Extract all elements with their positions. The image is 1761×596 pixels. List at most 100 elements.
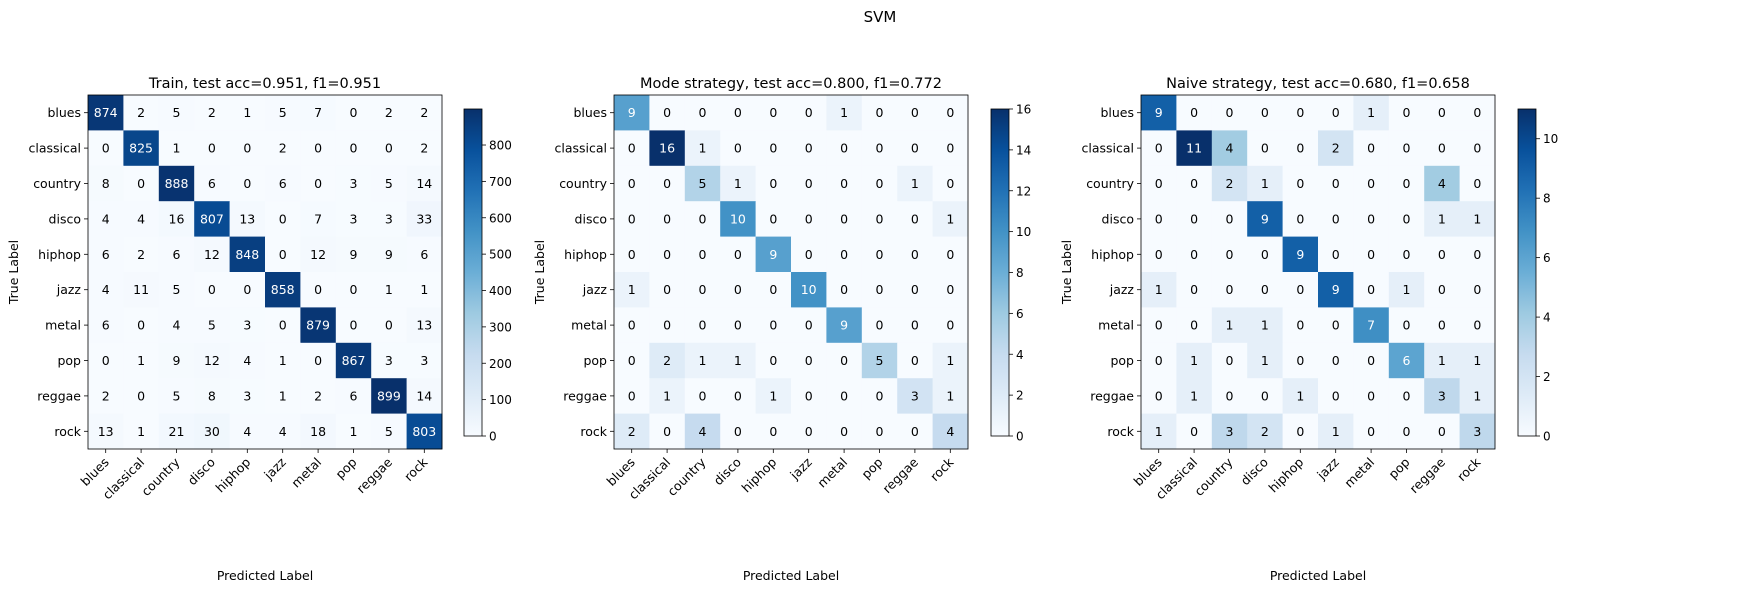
x-tick-label: hiphop — [739, 454, 780, 495]
cell-value: 2 — [208, 105, 216, 120]
heatmap-cell — [649, 272, 686, 308]
heatmap-cell — [1353, 201, 1390, 237]
x-axis-label: Predicted Label — [1270, 568, 1366, 583]
y-tick-label: disco — [1102, 211, 1134, 226]
heatmap-cell — [1282, 236, 1319, 273]
colorbar — [1517, 108, 1537, 437]
cell-value: 1 — [911, 176, 919, 191]
cell-value: 5 — [173, 105, 181, 120]
cell-value: 0 — [1155, 353, 1163, 368]
cell-value: 0 — [1438, 318, 1446, 333]
cell-value: 0 — [1155, 318, 1163, 333]
cell-value: 0 — [769, 424, 777, 439]
heatmap-cell — [1353, 165, 1390, 202]
cell-value: 1 — [1473, 388, 1481, 403]
cell-value: 1 — [1226, 318, 1234, 333]
cell-value: 0 — [911, 424, 919, 439]
cell-value: 0 — [1403, 424, 1411, 439]
cell-value: 0 — [1438, 141, 1446, 156]
y-tick-label: jazz — [1109, 282, 1135, 297]
cell-value: 0 — [769, 211, 777, 226]
heatmap-cell — [791, 130, 827, 167]
cell-value: 13 — [416, 318, 432, 333]
cell-value: 3 — [243, 318, 251, 333]
heatmap-cell — [1247, 130, 1283, 167]
cell-value: 0 — [628, 141, 636, 156]
cell-value: 0 — [1473, 318, 1481, 333]
heatmap-cell — [1211, 130, 1248, 167]
cell-value: 0 — [102, 353, 110, 368]
heatmap-cell — [335, 342, 372, 379]
cell-value: 5 — [385, 176, 393, 191]
panel-title: Train, test acc=0.951, f1=0.951 — [148, 76, 381, 92]
heatmap-cell — [1318, 236, 1354, 273]
heatmap-cell — [720, 413, 756, 450]
heatmap-cell — [1211, 378, 1248, 414]
heatmap-cell — [861, 201, 898, 237]
heatmap-cell — [1247, 378, 1283, 414]
y-tick-label: rock — [1107, 424, 1134, 439]
cell-value: 1 — [769, 388, 777, 403]
heatmap-cell — [158, 307, 195, 344]
cell-value: 0 — [1438, 247, 1446, 262]
heatmap-cell — [791, 342, 827, 379]
cell-value: 0 — [1261, 247, 1269, 262]
y-tick-label: blues — [1100, 105, 1134, 120]
heatmap-cell — [649, 236, 686, 273]
cell-value: 0 — [805, 211, 813, 226]
cell-value: 4 — [102, 211, 110, 226]
colorbar-tick-label: 2 — [1016, 389, 1024, 403]
x-tick-label: jazz — [1313, 454, 1342, 483]
cell-value: 0 — [734, 424, 742, 439]
heatmap-cell — [300, 413, 337, 450]
cell-value: 2 — [628, 424, 636, 439]
colorbar-tick-label: 8 — [1016, 266, 1024, 280]
heatmap-cell — [791, 413, 827, 450]
cell-value: 803 — [412, 424, 436, 439]
heatmap-cell — [1388, 307, 1425, 344]
heatmap-cell — [88, 272, 124, 308]
cell-value: 2 — [102, 388, 110, 403]
cell-value: 4 — [946, 424, 954, 439]
cell-value: 0 — [805, 424, 813, 439]
cell-value: 0 — [1190, 211, 1198, 226]
cell-value: 1 — [1261, 353, 1269, 368]
cell-value: 1 — [1473, 211, 1481, 226]
heatmap-cell — [1424, 342, 1460, 379]
cell-value: 33 — [416, 211, 432, 226]
heatmap-cell — [265, 307, 301, 344]
cell-value: 0 — [1332, 105, 1340, 120]
cell-value: 0 — [1261, 282, 1269, 297]
cell-value: 1 — [628, 282, 636, 297]
cell-value: 0 — [243, 141, 251, 156]
heatmap-cell — [720, 342, 756, 379]
cell-value: 0 — [1367, 141, 1375, 156]
y-tick-label: country — [1086, 176, 1134, 191]
cell-value: 858 — [271, 282, 295, 297]
heatmap-cell — [1388, 413, 1425, 450]
heatmap-cell — [791, 307, 827, 344]
heatmap-cell — [1247, 201, 1283, 237]
heatmap-cell — [1424, 201, 1460, 237]
heatmap-cell — [158, 413, 195, 450]
heatmap-cell — [1388, 236, 1425, 273]
x-tick-label: rock — [927, 454, 957, 484]
heatmap-cell — [861, 95, 898, 131]
colorbar — [463, 108, 483, 437]
heatmap-cell — [897, 130, 933, 167]
heatmap-cell — [265, 95, 301, 131]
heatmap-cell — [194, 378, 230, 414]
heatmap-cell — [614, 201, 650, 237]
colorbar-tick-label: 500 — [489, 248, 512, 262]
y-tick-label: blues — [47, 105, 81, 120]
cell-value: 0 — [876, 247, 884, 262]
cell-value: 6 — [102, 318, 110, 333]
heatmap-cell — [300, 272, 337, 308]
heatmap-cell — [614, 378, 650, 414]
heatmap-cell — [1141, 201, 1177, 237]
cell-value: 0 — [876, 424, 884, 439]
heatmap-cell — [123, 95, 160, 131]
cell-value: 0 — [1155, 247, 1163, 262]
heatmap-cell — [1318, 165, 1354, 202]
cell-value: 0 — [1296, 211, 1304, 226]
